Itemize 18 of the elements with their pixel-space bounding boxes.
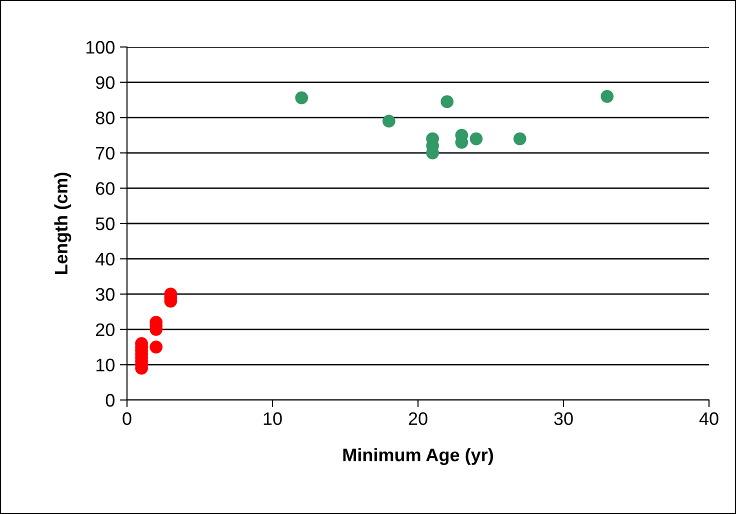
x-tick-label: 20	[408, 412, 428, 426]
y-tick-label: 90	[96, 76, 114, 90]
y-tick-label: 100	[86, 40, 114, 54]
y-tick-label: 50	[96, 217, 114, 230]
y-tick-label: 70	[96, 146, 114, 160]
y-tick-label: 20	[96, 323, 114, 336]
y-axis-title: Length (cm)	[54, 172, 72, 274]
x-tick-label: 10	[264, 412, 282, 426]
x-tick-label: 30	[554, 412, 573, 426]
y-tick-label: 0	[106, 394, 114, 407]
y-tick-label: 60	[96, 182, 114, 195]
y-tick-label: 80	[96, 112, 114, 124]
x-axis-title: Minimum Age (yr)	[343, 448, 494, 465]
y-tick-label: 10	[96, 358, 114, 372]
x-tick-label: 0	[122, 412, 132, 426]
x-tick-label: 40	[699, 412, 718, 426]
y-tick-label: 30	[96, 288, 114, 301]
y-tick-label: 40	[96, 252, 114, 266]
